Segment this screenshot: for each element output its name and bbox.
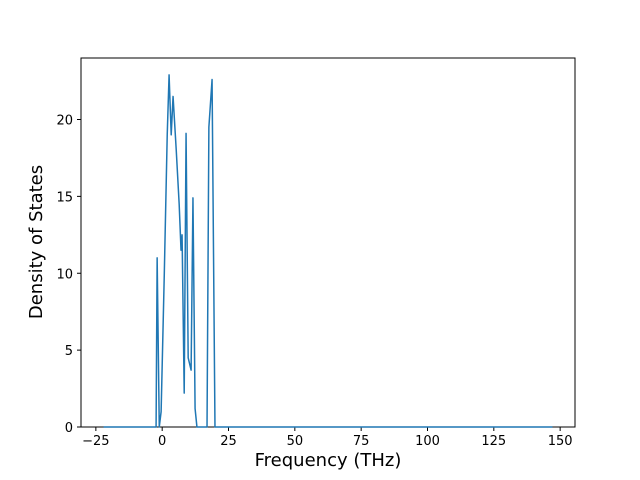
y-tick-label: 5 [65, 344, 73, 359]
x-tick-label: 25 [220, 434, 237, 449]
y-tick-label: 15 [56, 190, 73, 205]
x-tick-label: 50 [287, 434, 304, 449]
y-tick-label: 0 [65, 421, 73, 436]
x-tick-label: 150 [548, 434, 573, 449]
x-axis-title: Frequency (THz) [255, 450, 402, 471]
x-tick-label: 100 [415, 434, 440, 449]
x-tick-label: 75 [353, 434, 370, 449]
data-line [103, 74, 553, 428]
y-tick-label: 20 [56, 114, 73, 129]
x-tick-label: 125 [481, 434, 506, 449]
y-tick-label: 10 [56, 267, 73, 282]
x-tick-label: −25 [82, 434, 109, 449]
x-tick-label: 0 [158, 434, 166, 449]
plot-frame [80, 57, 576, 428]
y-axis-title: Density of States [26, 165, 47, 319]
